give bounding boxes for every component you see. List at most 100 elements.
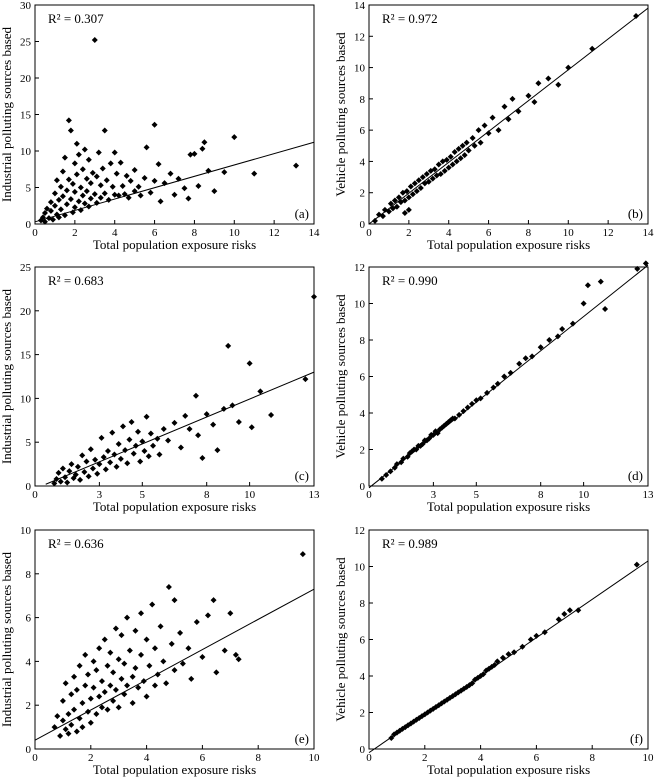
x-tick-label: 6 [486,227,492,239]
data-point [57,478,64,485]
data-point [161,180,168,187]
data-point [501,373,508,380]
data-point [79,724,86,731]
data-point [91,37,98,44]
data-point [89,465,96,472]
data-point [505,116,512,123]
data-point [117,455,124,462]
data-point [117,159,124,166]
data-point [393,203,400,210]
data-point [141,175,148,182]
y-tick-label: 8 [360,94,366,106]
data-point [201,139,208,146]
data-point [82,682,89,689]
data-point [113,463,120,470]
data-point [602,305,609,312]
data-point [63,187,70,194]
data-point [221,647,228,654]
y-tick-label: 20 [20,73,32,85]
data-point [419,174,426,181]
scatter-panel-6: 0 2 4 6 8 10 0 2 4 6 8 10 12 Total population exposur… [333,525,654,777]
data-point [85,708,92,715]
data-point [87,719,94,726]
data-point [494,380,501,387]
data-point [77,184,84,191]
data-point [57,732,64,739]
data-point [163,680,170,687]
data-point [87,195,94,202]
y-tick-label: 0 [360,481,366,493]
data-point [575,607,582,614]
data-point [246,360,253,367]
data-point [132,442,139,449]
data-point [76,715,83,722]
x-tick-label: 2 [72,227,78,239]
data-point [43,205,50,212]
scatter-panel-2: 0 2 4 6 8 10 12 14 0 2 4 6 8 10 12 14 Total population e… [333,0,654,252]
data-point [151,682,158,689]
data-point [135,183,142,190]
data-point [405,194,412,201]
x-tick-label: 5 [140,489,146,501]
y-tick-label: 2 [360,188,366,200]
r-squared-label: R² = 0.990 [382,273,438,288]
data-point [541,629,548,636]
y-tick-label: 4 [26,656,32,668]
data-point [519,643,526,650]
data-point [387,200,394,207]
data-point [469,134,476,141]
y-tick-label: 2 [360,445,366,457]
data-point [171,419,178,426]
x-tick-label: 2 [406,227,412,239]
data-point [179,660,186,667]
data-point [469,400,476,407]
data-point [531,98,538,105]
data-point [480,671,487,678]
y-tick-label: 10 [20,393,32,405]
data-point [227,610,234,617]
data-point [232,651,239,658]
y-tick-label: 6 [360,125,366,137]
data-point [401,197,408,204]
data-point [149,601,156,608]
x-tick-label: 8 [526,227,532,239]
data-point [461,152,468,159]
data-point [443,156,450,163]
y-tick-label: 2 [360,708,366,720]
data-point [490,384,497,391]
x-tick-label: 4 [446,227,452,239]
y-tick-label: 5 [26,183,32,195]
data-point [407,183,414,190]
panel-letter: (d) [628,468,643,483]
regression-line [34,588,315,741]
x-tick-label: 6 [534,752,540,764]
data-point [75,151,82,158]
y-tick-label: 8 [360,335,366,347]
data-point [98,434,105,441]
data-point [138,651,145,658]
data-point [257,388,264,395]
data-point [104,447,111,454]
data-point [429,175,436,182]
data-point [633,561,640,568]
data-point [111,451,118,458]
data-point [83,188,90,195]
data-point [157,623,164,630]
data-point [65,117,72,124]
y-tick-label: 12 [354,262,365,274]
x-tick-label: 4 [478,752,484,764]
panel-letter: (e) [295,731,309,746]
data-point [64,479,71,486]
scatter-panel-5: 0 2 4 6 8 10 0 2 4 6 8 10 Total population exposure … [0,525,320,777]
data-point [383,472,390,479]
data-point [96,645,103,652]
data-point [59,717,66,724]
data-point [83,175,90,182]
data-point [53,177,60,184]
x-tick-label: 3 [97,489,103,501]
y-tick-label: 5 [26,437,32,449]
data-point [68,461,75,468]
x-axis-label: Total population exposure risks [427,499,590,514]
y-tick-label: 0 [26,219,32,231]
y-tick-label: 10 [354,63,366,75]
